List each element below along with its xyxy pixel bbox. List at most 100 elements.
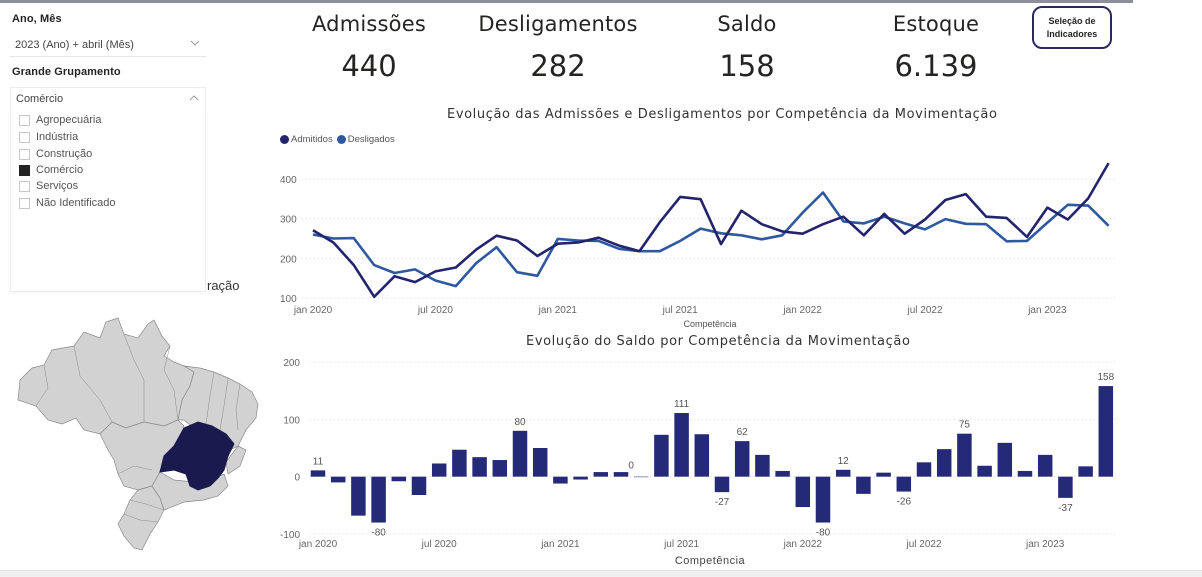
saldo-bar [916,462,932,477]
saldo-bar [957,433,972,477]
x-tick-label: jan 2020 [298,539,338,550]
x-tick-label: jul 2020 [421,539,457,550]
option-servicos[interactable]: Serviços [19,178,78,194]
saldo-bar [512,430,528,477]
bar-data-label: 75 [959,420,971,431]
saldo-bar [1098,386,1114,477]
kpi-saldo: Saldo 158 [662,12,832,83]
kpi-desligamentos: Desligamentos 282 [473,12,643,83]
option-label: Serviços [36,180,79,192]
saldo-bar [351,476,366,516]
group-filter-value: Comércio [16,93,64,105]
bar-chart-title: Evolução do Saldo por Competência da Mov… [526,334,911,349]
saldo-bar [492,460,508,477]
legend-dot-icon [280,135,289,144]
line-chart-legend: Admitidos Desligados [280,134,399,145]
map-region-north[interactable] [17,317,195,435]
legend-dot-icon [336,135,346,144]
saldo-bar [452,449,467,477]
checkbox[interactable] [19,131,30,143]
map-region-south[interactable] [117,485,165,551]
saldo-bar [391,476,407,482]
option-agropecuaria[interactable]: Agropecuária [19,112,101,128]
saldo-bar [654,434,669,477]
bar-data-label: 11 [313,456,324,467]
y-tick-label: 200 [283,358,300,369]
saldo-bar [835,469,851,477]
option-industria[interactable]: Indústria [19,129,78,145]
x-tick-label: jan 2021 [540,539,580,550]
option-label: Comércio [36,164,84,176]
legend-label: Desligados [347,134,395,145]
checkbox[interactable] [19,197,30,209]
checkbox-checked[interactable] [19,164,30,176]
saldo-bar [1058,476,1073,498]
legend-item-admitidos[interactable]: Admitidos [280,134,333,145]
saldo-bar [411,476,427,496]
map-state-minas-gerais[interactable] [159,421,235,491]
checkbox[interactable] [19,180,30,192]
group-filter-dropdown[interactable]: Comércio [10,87,206,111]
kpi-label: Estoque [892,12,980,36]
kpi-value: 282 [530,49,586,83]
bottom-bar [0,570,1202,577]
x-tick-label: jul 2021 [663,539,699,550]
kpi-value: 440 [341,49,397,83]
x-tick-label: jul 2021 [662,305,698,316]
chevron-down-icon [190,40,200,46]
period-filter-value: 2023 (Ano) + abril (Mês) [15,38,134,51]
legend-item-desligados[interactable]: Desligados [336,134,395,145]
saldo-bar [734,441,750,477]
saldo-bar [1037,454,1053,477]
x-tick-label: jan 2023 [1027,305,1067,316]
checkbox[interactable] [19,148,30,160]
bar-data-label: 80 [514,417,526,428]
chevron-up-icon [189,95,199,101]
option-construcao[interactable]: Construção [19,146,92,162]
saldo-bar [775,470,790,477]
saldo-bar [795,476,811,508]
top-border [0,0,1133,3]
bar-data-label: 0 [628,461,634,472]
legend-label: Admitidos [291,134,333,145]
brazil-map [17,317,259,551]
saldo-bar [310,470,326,477]
indicator-selection-button[interactable]: Seleção de Indicadores [1032,6,1112,49]
period-filter-dropdown[interactable]: 2023 (Ano) + abril (Mês) [10,33,206,57]
option-comercio[interactable]: Comércio [19,162,83,178]
saldo-bar [472,457,487,477]
checkbox[interactable] [19,114,30,126]
saldo-bar [573,476,588,480]
saldo-bar [431,463,447,477]
saldo-bar [694,434,710,477]
saldo-bar [815,476,831,523]
line-chart-title: Evolução das Admissões e Desligamentos p… [447,107,998,122]
x-tick-label: jan 2023 [1025,539,1065,550]
bar-data-label: 158 [1097,372,1114,383]
line-chart: 100 200 300 400 jan 2020 jul 2020 jan 2021 jul … [280,162,1115,329]
group-filter-label: Grande Grupamento [12,66,121,78]
y-tick-label: 200 [280,254,297,265]
option-label: Construção [36,148,93,160]
saldo-bar [714,476,730,493]
group-filter-options: Agropecuária Indústria Construção Comérc… [10,110,206,292]
map-title: ração [207,278,240,293]
bar-data-label: -80 [371,528,386,539]
y-tick-label: 100 [280,294,297,305]
x-tick-label: jul 2022 [906,305,942,316]
saldo-bar [856,476,871,494]
saldo-bar [613,472,629,477]
kpi-label: Desligamentos [478,12,638,36]
bar-data-label: 111 [674,399,690,410]
option-nao-identificado[interactable]: Não Identificado [19,195,116,211]
saldo-bar [330,476,346,483]
saldo-bar [876,472,891,477]
x-tick-label: jan 2022 [783,539,823,550]
option-label: Agropecuária [36,114,102,126]
x-axis-title: Competência [675,555,746,567]
y-tick-label: 300 [280,215,297,226]
y-tick-label: 400 [280,175,297,186]
kpi-value: 6.139 [894,49,978,83]
saldo-bar [997,442,1013,477]
map-state-es[interactable] [225,445,247,475]
